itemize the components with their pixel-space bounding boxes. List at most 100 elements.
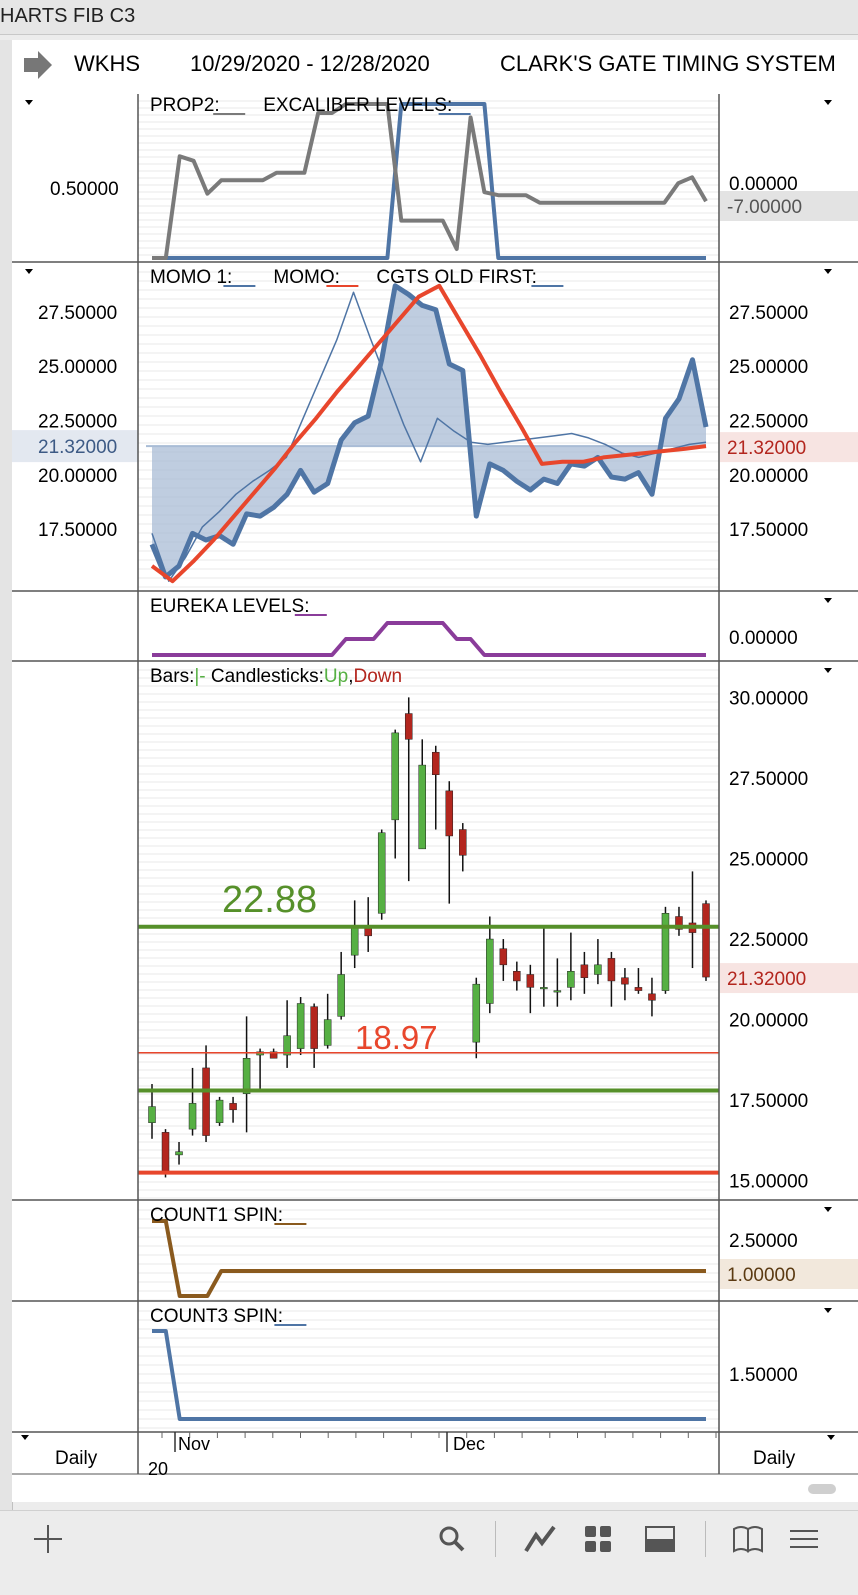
panel-menu-arrow[interactable] bbox=[25, 100, 33, 105]
candle-body[interactable] bbox=[580, 964, 589, 978]
count3-spin-line bbox=[152, 1329, 706, 1421]
period-dropdown-arrow[interactable] bbox=[21, 1435, 29, 1440]
candle-body[interactable] bbox=[188, 1103, 197, 1130]
chart-area[interactable]: PROP2: EXCALIBER LEVELS: 0.50000 0.00000 -7.… bbox=[12, 94, 858, 1502]
candle-body[interactable] bbox=[472, 983, 481, 1043]
candle-body[interactable] bbox=[296, 1003, 305, 1049]
momo-left-value-badge: 21.32000 bbox=[38, 437, 117, 458]
symbol-label[interactable]: WKHS bbox=[74, 51, 140, 76]
right-tick-label: 2.50000 bbox=[729, 1231, 798, 1252]
candle-body[interactable] bbox=[418, 764, 426, 850]
bottom-toolbar bbox=[0, 1510, 858, 1595]
candle-body[interactable] bbox=[553, 990, 562, 993]
count1-value-badge-bg bbox=[720, 1259, 858, 1289]
candle-body[interactable] bbox=[594, 964, 602, 975]
candle-body[interactable] bbox=[242, 1058, 251, 1094]
momo-left-badge-bg bbox=[12, 430, 138, 463]
candle-body[interactable] bbox=[540, 987, 548, 990]
candle-body[interactable] bbox=[404, 713, 413, 740]
arrow-right-icon[interactable] bbox=[20, 40, 60, 94]
candle-body[interactable] bbox=[310, 1006, 318, 1049]
system-name-label: CLARK'S GATE TIMING SYSTEM bbox=[500, 51, 836, 76]
period-dropdown-arrow[interactable] bbox=[827, 1435, 835, 1440]
candle-body[interactable] bbox=[634, 987, 643, 991]
candle-body[interactable] bbox=[648, 993, 656, 1001]
candle-body[interactable] bbox=[567, 971, 575, 988]
prop2-value-badge-bg bbox=[720, 191, 858, 221]
prop2-line bbox=[152, 102, 708, 260]
y-tick-label: 22.50000 bbox=[38, 411, 117, 432]
panel-menu-arrow[interactable] bbox=[824, 1308, 832, 1313]
y-tick-label: 27.50000 bbox=[38, 303, 117, 324]
candle-body[interactable] bbox=[459, 829, 467, 856]
panel-menu-arrow[interactable] bbox=[824, 269, 832, 274]
candle-legend: Bars:|- Candlesticks:Up,Down bbox=[150, 666, 402, 687]
candle-body[interactable] bbox=[432, 751, 440, 776]
right-tick-label: 20.00000 bbox=[729, 1011, 808, 1032]
window-title-bar: HARTS FIB C3 bbox=[0, 0, 858, 35]
grid-icon[interactable] bbox=[578, 1519, 618, 1559]
count1-value-badge: 1.00000 bbox=[727, 1265, 796, 1286]
candle-body[interactable] bbox=[513, 971, 521, 982]
candle-body[interactable] bbox=[283, 1035, 291, 1056]
candle-body[interactable] bbox=[323, 1019, 332, 1046]
momo-line bbox=[150, 283, 707, 584]
y-tick-label: 25.00000 bbox=[38, 357, 117, 378]
period-label-left: Daily bbox=[55, 1448, 98, 1469]
right-tick-label: 30.00000 bbox=[729, 688, 808, 709]
plus-icon[interactable] bbox=[28, 1519, 68, 1559]
x-tick-label-dec: Dec bbox=[453, 1434, 485, 1454]
candle-body[interactable] bbox=[621, 977, 629, 985]
right-tick-label: 0.00000 bbox=[729, 174, 798, 195]
y-tick-label: 0.50000 bbox=[50, 179, 119, 200]
candle-body[interactable] bbox=[445, 790, 454, 837]
candle-body[interactable] bbox=[161, 1132, 170, 1172]
eureka-line bbox=[152, 621, 706, 657]
right-tick-label: 25.00000 bbox=[729, 850, 808, 871]
candle-body[interactable] bbox=[702, 903, 710, 978]
legend-label: COUNT1 SPIN: bbox=[150, 1205, 283, 1226]
momo-shaded-area bbox=[152, 285, 706, 577]
legend-label: MOMO 1: bbox=[150, 267, 232, 288]
panel-menu-arrow[interactable] bbox=[25, 269, 33, 274]
right-tick-label: 0.00000 bbox=[729, 628, 798, 649]
candle-body[interactable] bbox=[526, 974, 535, 988]
price-value-badge-bg bbox=[720, 963, 858, 994]
candle-body[interactable] bbox=[607, 958, 616, 982]
window-title: HARTS FIB C3 bbox=[0, 5, 136, 27]
candle-body[interactable] bbox=[486, 938, 494, 1004]
candle-body[interactable] bbox=[148, 1106, 156, 1123]
indicator-charts[interactable]: PROP2: EXCALIBER LEVELS:0.50000 0.00000-7.… bbox=[12, 94, 858, 1502]
candle-body[interactable] bbox=[175, 1151, 183, 1156]
panel-icon[interactable] bbox=[640, 1519, 680, 1559]
prop2-value-badge: -7.00000 bbox=[727, 197, 802, 218]
candle-body[interactable] bbox=[350, 925, 359, 956]
x-tick-label-year: 20 bbox=[148, 1459, 168, 1479]
toolbar-divider-2 bbox=[705, 1521, 706, 1557]
right-tick-label: 20.00000 bbox=[729, 466, 808, 487]
candle-body[interactable] bbox=[661, 913, 670, 991]
candle-body[interactable] bbox=[391, 732, 399, 821]
line-draw-icon[interactable] bbox=[520, 1519, 560, 1559]
panel-menu-arrow[interactable] bbox=[824, 1207, 832, 1212]
right-tick-label: 22.50000 bbox=[729, 930, 808, 951]
candle-body[interactable] bbox=[269, 1051, 278, 1059]
candle-body[interactable] bbox=[377, 832, 386, 914]
search-icon[interactable] bbox=[432, 1519, 472, 1559]
date-range-label[interactable]: 10/29/2020 - 12/28/2020 bbox=[190, 51, 430, 76]
level-label-18-97: 18.97 bbox=[355, 1019, 438, 1056]
count1-spin-line bbox=[152, 1219, 706, 1298]
candle-body[interactable] bbox=[215, 1099, 224, 1123]
horizontal-scrollbar[interactable] bbox=[808, 1484, 836, 1494]
panel-menu-arrow[interactable] bbox=[824, 598, 832, 603]
candle-body[interactable] bbox=[202, 1067, 210, 1136]
panel-menu-arrow[interactable] bbox=[824, 668, 832, 673]
candle-body[interactable] bbox=[675, 916, 683, 930]
book-icon[interactable] bbox=[728, 1519, 768, 1559]
menu-icon[interactable] bbox=[784, 1519, 824, 1559]
right-tick-label: 25.00000 bbox=[729, 357, 808, 378]
candle-body[interactable] bbox=[229, 1103, 237, 1111]
panel-menu-arrow[interactable] bbox=[824, 100, 832, 105]
candle-body[interactable] bbox=[337, 974, 345, 1017]
candle-body[interactable] bbox=[499, 948, 508, 966]
